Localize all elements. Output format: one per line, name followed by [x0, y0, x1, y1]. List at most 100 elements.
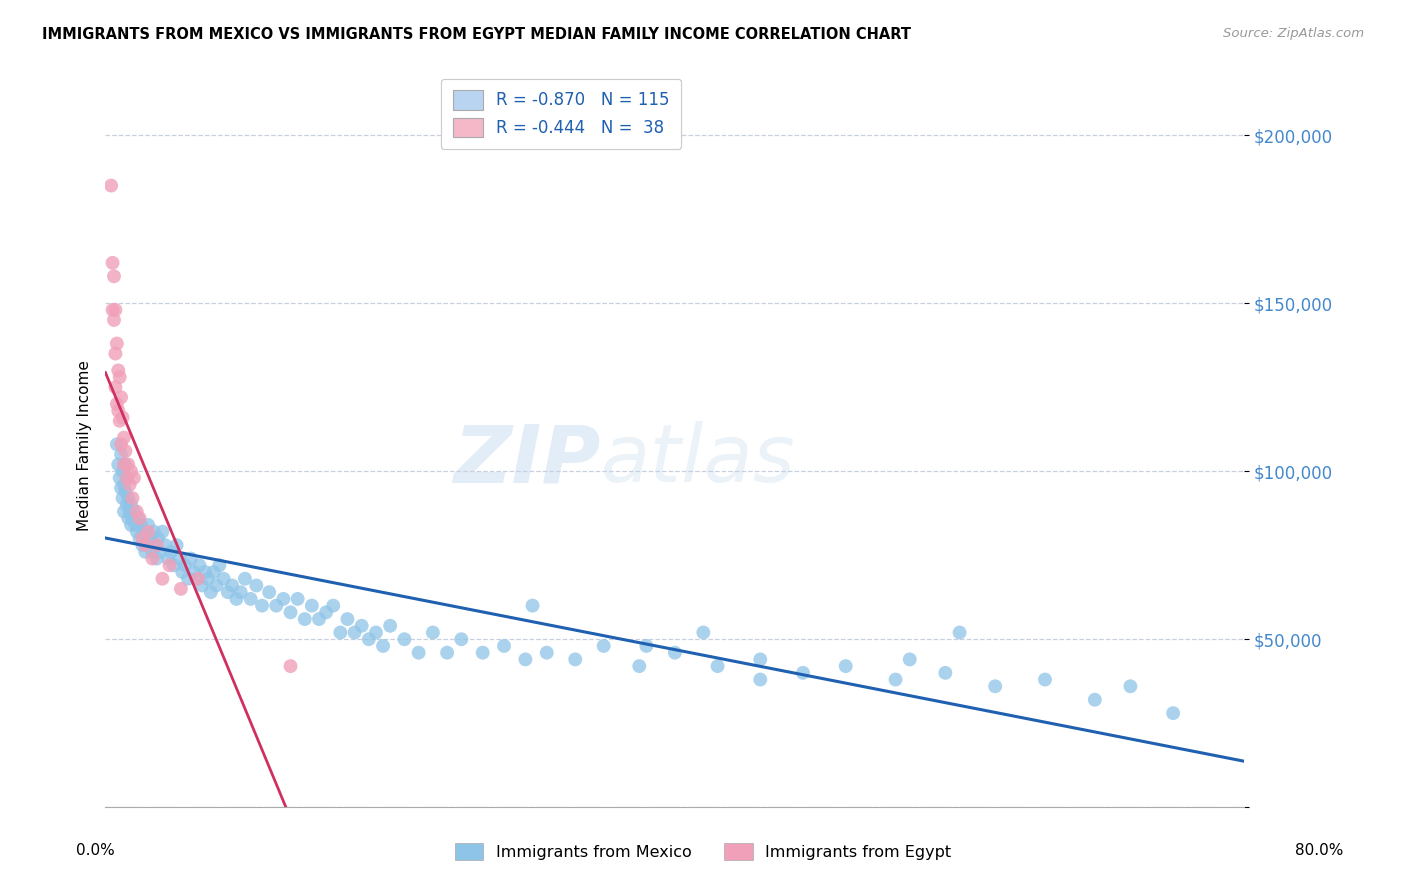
Point [273, 591, 295, 606]
Point [155, 538, 177, 552]
Point [172, 565, 194, 579]
Point [221, 578, 243, 592]
Point [749, 652, 772, 666]
Text: 0.0%: 0.0% [76, 843, 115, 858]
Point [118, 477, 141, 491]
Legend: R = -0.870   N = 115, R = -0.444   N =  38: R = -0.870 N = 115, R = -0.444 N = 38 [441, 78, 681, 149]
Point [143, 538, 166, 552]
Point [898, 652, 921, 666]
Point [364, 625, 387, 640]
Point [301, 599, 323, 613]
Point [120, 498, 142, 512]
Point [145, 538, 167, 552]
Point [1084, 692, 1107, 706]
Point [114, 444, 136, 458]
Point [122, 504, 145, 518]
Point [125, 524, 148, 539]
Point [450, 632, 472, 647]
Point [100, 178, 122, 193]
Point [394, 632, 416, 647]
Point [115, 471, 138, 485]
Point [111, 464, 134, 478]
Point [343, 625, 366, 640]
Point [336, 612, 359, 626]
Point [492, 639, 515, 653]
Point [239, 591, 262, 606]
Point [107, 458, 129, 472]
Point [245, 578, 267, 592]
Point [183, 565, 205, 579]
Point [124, 518, 146, 533]
Point [145, 551, 167, 566]
Point [308, 612, 330, 626]
Point [934, 665, 956, 680]
Point [107, 363, 129, 377]
Point [135, 532, 157, 546]
Point [141, 545, 163, 559]
Point [436, 646, 458, 660]
Point [120, 464, 142, 478]
Point [134, 538, 156, 552]
Point [117, 491, 139, 505]
Point [105, 437, 128, 451]
Point [122, 471, 145, 485]
Point [322, 599, 344, 613]
Point [115, 498, 138, 512]
Point [257, 585, 280, 599]
Point [118, 504, 141, 518]
Point [280, 659, 302, 673]
Point [706, 659, 728, 673]
Point [148, 545, 170, 559]
Point [792, 665, 814, 680]
Point [202, 565, 225, 579]
Point [159, 558, 181, 573]
Point [884, 673, 907, 687]
Point [422, 625, 444, 640]
Point [280, 605, 302, 619]
Point [1161, 706, 1184, 721]
Point [103, 269, 125, 284]
Point [187, 572, 209, 586]
Point [984, 679, 1007, 693]
Point [146, 532, 169, 546]
Point [110, 390, 132, 404]
Legend: Immigrants from Mexico, Immigrants from Egypt: Immigrants from Mexico, Immigrants from … [447, 835, 959, 868]
Point [205, 578, 228, 592]
Point [408, 646, 430, 660]
Point [111, 410, 134, 425]
Point [105, 336, 128, 351]
Point [104, 380, 127, 394]
Point [169, 551, 191, 566]
Point [329, 625, 352, 640]
Point [152, 572, 174, 586]
Point [208, 558, 231, 573]
Point [948, 625, 970, 640]
Point [131, 538, 153, 552]
Point [131, 532, 153, 546]
Text: atlas: atlas [600, 421, 796, 500]
Point [357, 632, 380, 647]
Point [114, 484, 136, 499]
Point [174, 558, 197, 573]
Point [536, 646, 558, 660]
Point [120, 518, 142, 533]
Point [160, 545, 183, 559]
Point [194, 565, 217, 579]
Point [117, 458, 139, 472]
Point [108, 370, 131, 384]
Point [515, 652, 537, 666]
Point [315, 605, 337, 619]
Point [136, 524, 159, 539]
Point [186, 572, 208, 586]
Point [636, 639, 658, 653]
Point [117, 511, 139, 525]
Point [628, 659, 651, 673]
Point [125, 504, 148, 518]
Point [217, 585, 239, 599]
Point [177, 572, 200, 586]
Point [163, 558, 186, 573]
Point [152, 524, 174, 539]
Point [108, 414, 131, 428]
Point [212, 572, 235, 586]
Point [180, 551, 202, 566]
